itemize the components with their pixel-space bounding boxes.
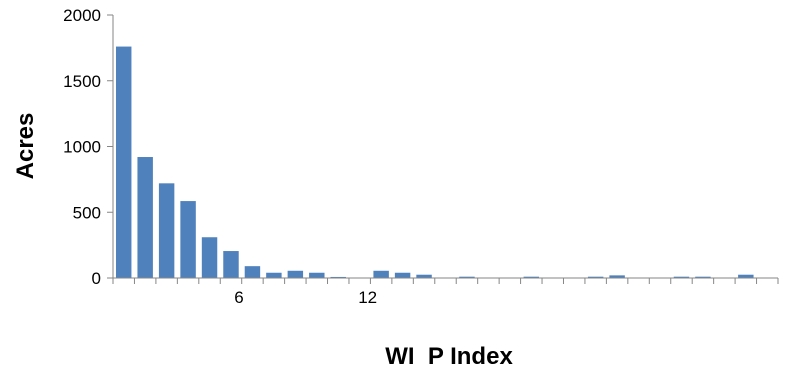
bar-13 <box>373 270 389 278</box>
bar-7 <box>244 266 261 278</box>
bar-2 <box>137 157 153 278</box>
bar-9 <box>287 270 304 278</box>
bar-14 <box>394 272 411 278</box>
bar-3 <box>158 183 175 278</box>
bar-23 <box>587 276 604 278</box>
bar-24 <box>609 275 625 278</box>
y-axis-ticks: 0 500 1000 1500 2000 <box>63 6 113 288</box>
y-axis-title: Acres <box>12 113 39 180</box>
bar-17 <box>459 276 475 278</box>
bar-30 <box>738 274 754 278</box>
bar-5 <box>201 237 218 278</box>
bar-15 <box>416 274 432 278</box>
bar-28 <box>695 276 711 278</box>
bar-4 <box>180 201 196 278</box>
x-tick-label: 12 <box>358 288 377 307</box>
bars <box>116 46 754 279</box>
bar-10 <box>309 272 325 278</box>
y-tick-label: 2000 <box>63 6 101 25</box>
y-tick-label: 0 <box>92 269 101 288</box>
y-tick-label: 1500 <box>63 72 101 91</box>
bar-1 <box>116 46 132 279</box>
y-tick-label: 1000 <box>63 138 101 157</box>
bar-6 <box>223 251 239 278</box>
y-tick-label: 500 <box>73 203 101 222</box>
x-axis-title: WI P Index <box>385 343 513 370</box>
bar-27 <box>673 276 690 278</box>
bar-8 <box>266 272 282 278</box>
x-axis-ticks: 6 12 <box>112 278 779 307</box>
x-tick-label: 6 <box>234 288 243 307</box>
bar-11 <box>330 276 346 278</box>
bar-20 <box>523 276 540 278</box>
